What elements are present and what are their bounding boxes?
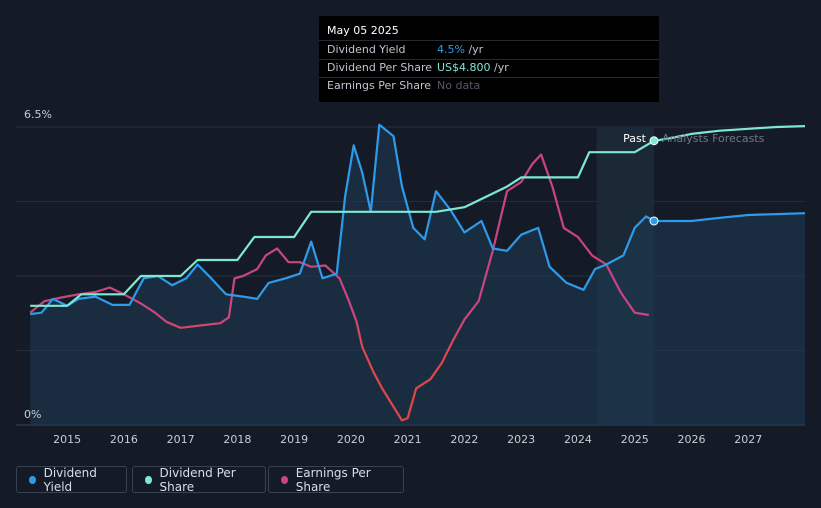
- tooltip-divider: [319, 77, 659, 78]
- dividend-yield-area: [30, 124, 805, 425]
- y-axis-top-label: 6.5%: [24, 108, 52, 121]
- legend-dividend-yield-label: Dividend Yield: [43, 465, 97, 494]
- x-tick-label: 2015: [53, 433, 81, 446]
- earnings-per-share-line: [29, 153, 650, 422]
- legend-dividend-per-share-label: Dividend Per Share: [159, 465, 236, 494]
- tooltip-eps-value: No data: [437, 79, 480, 92]
- x-tick-label: 2021: [394, 433, 422, 446]
- tooltip-dividend-yield-label: Dividend Yield: [327, 43, 406, 56]
- tooltip-dps-number: US$4.800: [437, 61, 491, 74]
- tooltip-date: May 05 2025: [327, 24, 399, 37]
- tooltip-dividend-yield-unit: /yr: [464, 43, 484, 56]
- chart-tooltip: May 05 2025 Dividend Yield 4.5% /yr Divi…: [319, 16, 659, 102]
- x-tick-label: 2027: [734, 433, 762, 446]
- current-markers: [649, 136, 659, 226]
- x-tick-label: 2025: [621, 433, 649, 446]
- x-axis-ticks: 2015 2016 2017 2018 2019 2020 2021 2022 2023 2024…: [53, 433, 762, 446]
- tooltip-eps-number: No data: [437, 79, 481, 92]
- x-tick-label: 2020: [337, 433, 365, 446]
- past-label: Past: [623, 132, 647, 145]
- tooltip-dividend-yield-value: 4.5% /yr: [437, 43, 483, 56]
- x-tick-label: 2017: [167, 433, 195, 446]
- dividend-yield-area-fill: [30, 124, 805, 425]
- x-tick-label: 2018: [223, 433, 251, 446]
- legend-dividend-yield[interactable]: Dividend Yield: [16, 465, 127, 494]
- legend-dot-icon: [29, 475, 36, 484]
- y-axis-bottom-label: 0%: [24, 408, 41, 421]
- series-lines: [29, 123, 806, 422]
- legend-dot-icon: [145, 475, 152, 484]
- legend-dividend-per-share[interactable]: Dividend Per Share: [132, 465, 266, 494]
- legend-earnings-per-share[interactable]: Earnings Per Share: [268, 465, 404, 494]
- x-tick-label: 2023: [507, 433, 535, 446]
- dividend-per-share-marker: [649, 136, 659, 146]
- x-tick-label: 2024: [564, 433, 592, 446]
- dividend-yield-marker: [649, 216, 659, 226]
- tooltip-divider: [319, 59, 659, 60]
- x-tick-label: 2026: [677, 433, 705, 446]
- tooltip-dps-unit: /yr: [490, 61, 509, 74]
- x-tick-label: 2016: [110, 433, 138, 446]
- tooltip-eps-label: Earnings Per Share: [327, 79, 432, 92]
- x-tick-label: 2022: [450, 433, 478, 446]
- tooltip-dps-value: US$4.800 /yr: [437, 61, 509, 74]
- tooltip-dividend-yield-number: 4.5%: [437, 43, 465, 56]
- dividend-per-share-line: [30, 125, 806, 307]
- tooltip-divider: [319, 40, 659, 41]
- x-tick-label: 2019: [280, 433, 308, 446]
- tooltip-dps-label: Dividend Per Share: [327, 61, 433, 74]
- legend-dot-icon: [281, 475, 288, 484]
- legend-earnings-per-share-label: Earnings Per Share: [295, 465, 371, 494]
- forecast-label: Analysts Forecasts: [662, 132, 765, 145]
